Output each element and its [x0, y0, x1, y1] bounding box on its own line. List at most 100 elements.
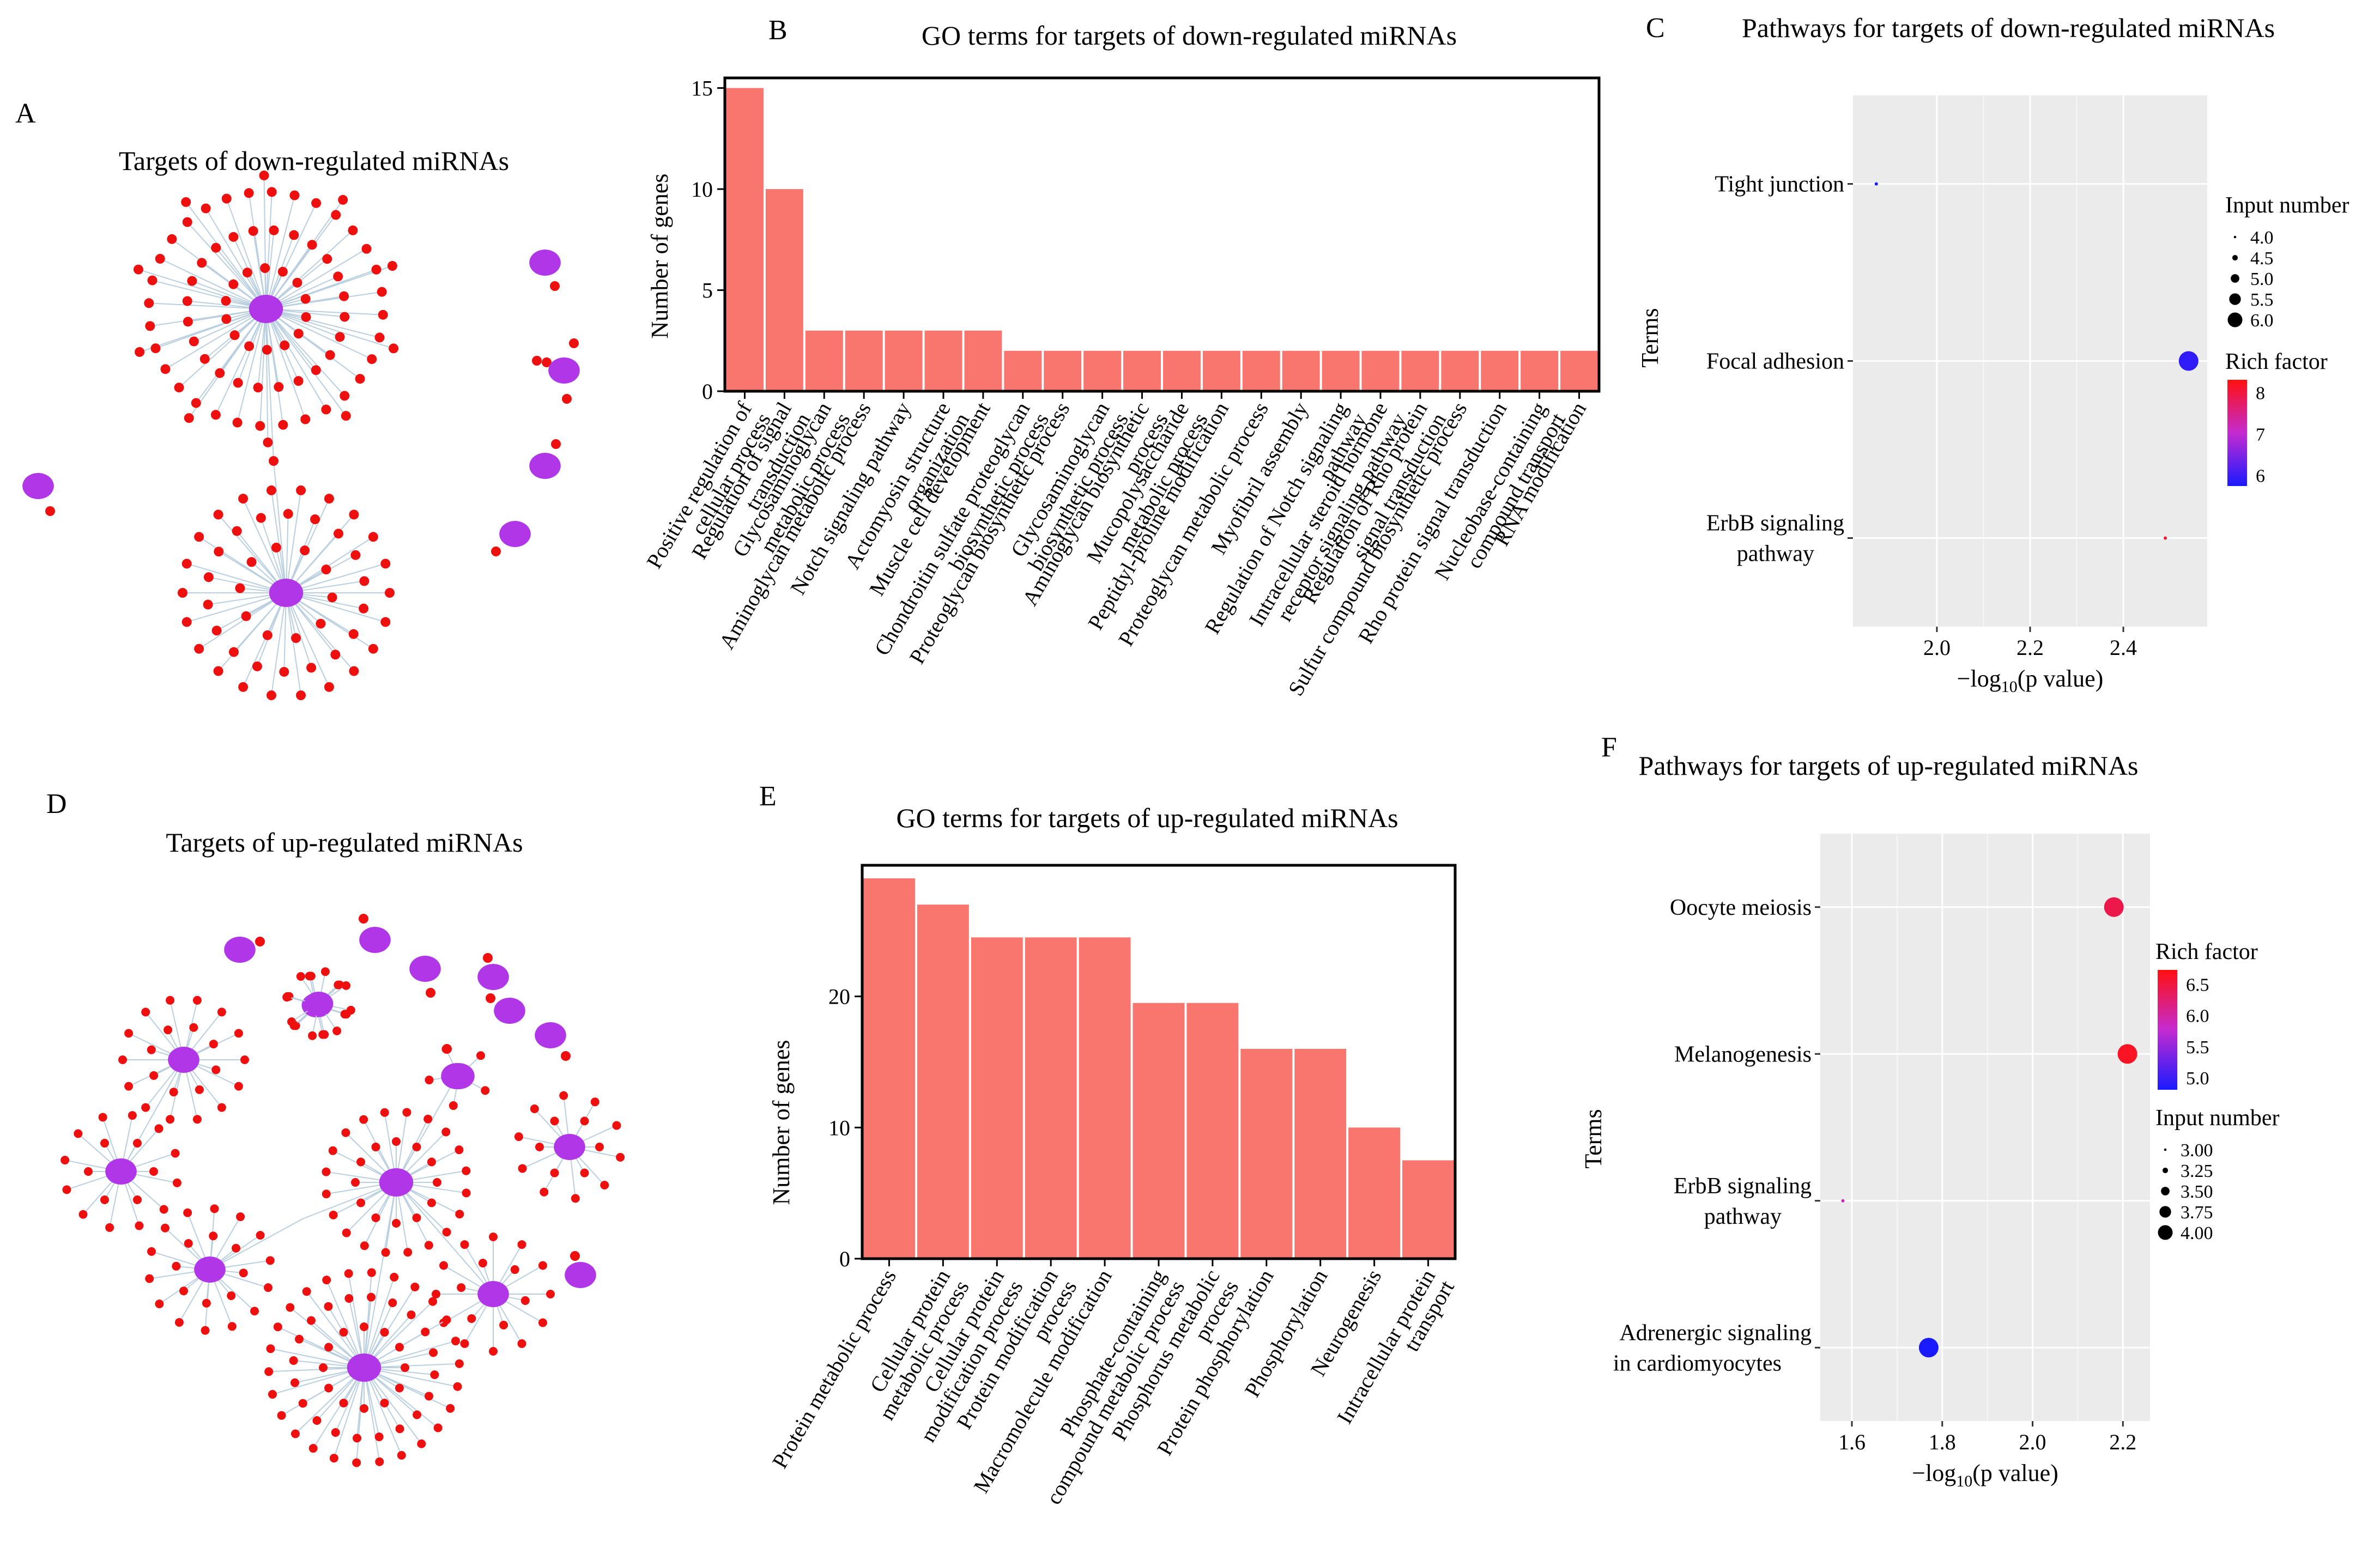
mirna-node: [269, 579, 304, 607]
panel-B: B GO terms for targets of down-regulated…: [641, 15, 1601, 700]
target-node: [600, 1180, 609, 1189]
term-label: Adrenergic signaling in cardiomyocytes: [1613, 1320, 1812, 1376]
size-legend-dot: [2232, 254, 2238, 261]
target-node: [359, 603, 369, 614]
panel-E-ylabel: Number of genes: [768, 1040, 795, 1205]
network-edge: [302, 1182, 397, 1219]
target-node: [322, 254, 332, 264]
target-node: [214, 547, 224, 557]
target-node: [395, 1383, 404, 1393]
target-node: [280, 340, 290, 350]
target-node: [338, 195, 348, 205]
target-node: [335, 332, 345, 342]
target-node: [451, 1337, 461, 1346]
bar: [1441, 350, 1479, 391]
target-node: [269, 225, 279, 235]
target-node: [421, 1327, 430, 1337]
target-node: [263, 437, 273, 447]
target-node: [172, 1178, 181, 1187]
x-axis-label: −log10(p value): [1912, 1460, 2058, 1490]
bar: [765, 189, 803, 391]
target-node: [277, 1411, 286, 1420]
target-node: [144, 298, 154, 308]
target-node: [306, 663, 317, 673]
panel-B-ylabel: Number of genes: [646, 173, 673, 338]
target-node: [351, 1178, 360, 1187]
network-edge: [270, 490, 287, 593]
network-edge: [286, 514, 355, 593]
target-node: [514, 1132, 523, 1142]
network-edge: [333, 1367, 365, 1459]
target-node: [360, 1322, 368, 1331]
target-node: [425, 1076, 434, 1085]
target-node: [141, 1103, 150, 1112]
target-node: [159, 1205, 168, 1214]
x-axis-label-suffix: (p value): [1972, 1460, 2058, 1486]
target-node: [334, 529, 344, 539]
plot-background: [1820, 834, 2150, 1421]
target-node: [325, 350, 335, 360]
target-node: [460, 1240, 469, 1249]
target-node: [389, 343, 399, 354]
network-edge: [265, 308, 306, 420]
target-node: [290, 1378, 299, 1387]
network-edge: [364, 1182, 397, 1368]
target-node: [321, 564, 331, 575]
network-edge: [209, 1218, 303, 1270]
mirna-node: [409, 956, 441, 982]
network-edge: [265, 308, 327, 410]
size-legend-dot: [2159, 1206, 2171, 1218]
x-axis-label-prefix: −log: [1912, 1460, 1956, 1486]
network-edge: [364, 1367, 380, 1462]
bar: [1004, 350, 1042, 391]
target-node: [147, 275, 158, 286]
panel-B-title: GO terms for targets of down-regulated m…: [922, 20, 1457, 51]
target-node: [483, 953, 493, 963]
target-node: [145, 1274, 154, 1283]
target-node: [380, 1108, 389, 1117]
network-edge: [226, 198, 267, 309]
network-edge: [356, 1367, 365, 1463]
network-edge: [188, 308, 267, 418]
target-node: [359, 914, 368, 924]
target-node: [489, 1233, 498, 1241]
target-node: [105, 1223, 114, 1232]
target-node: [460, 1339, 469, 1348]
target-node: [271, 542, 281, 553]
target-node: [211, 626, 222, 636]
mirna-node: [347, 1353, 381, 1382]
panel-C: C Pathways for targets of down-regulated…: [1637, 13, 2349, 696]
target-node: [402, 1108, 411, 1117]
target-node: [334, 980, 343, 990]
target-node: [612, 1121, 621, 1130]
target-node: [294, 1334, 304, 1344]
x-axis-label: −log10(p value): [1957, 665, 2104, 696]
target-node: [202, 1298, 211, 1308]
target-node: [455, 1359, 464, 1368]
target-node: [203, 572, 214, 582]
term-label-line: Focal adhesion: [1706, 349, 1844, 374]
network-edge: [248, 193, 267, 309]
target-node: [296, 972, 305, 981]
target-node: [410, 1282, 420, 1291]
target-node: [570, 1251, 580, 1261]
size-legend-label: 3.75: [2181, 1203, 2213, 1223]
target-node: [433, 1423, 443, 1432]
mirna-node: [494, 998, 525, 1024]
target-node: [368, 644, 378, 654]
target-node: [213, 666, 223, 676]
target-node: [520, 1296, 530, 1305]
target-node: [353, 1434, 362, 1443]
target-node: [179, 1286, 189, 1296]
target-node: [149, 1167, 158, 1176]
target-node: [209, 1040, 218, 1049]
target-node: [154, 1124, 163, 1133]
target-node: [259, 171, 269, 181]
target-node: [374, 332, 385, 343]
target-node: [329, 1454, 338, 1463]
target-node: [580, 1116, 589, 1126]
target-node: [491, 547, 501, 556]
network-edge: [265, 308, 383, 315]
target-node: [331, 210, 341, 220]
target-node: [423, 1114, 433, 1124]
